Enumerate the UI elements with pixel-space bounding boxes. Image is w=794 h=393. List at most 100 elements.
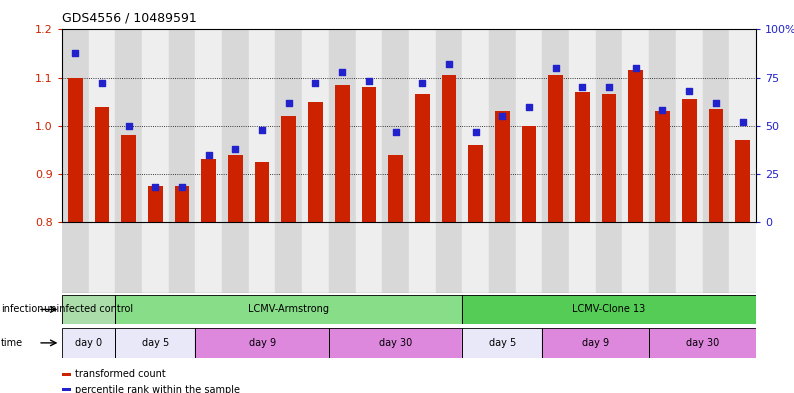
- Text: day 30: day 30: [686, 338, 719, 348]
- Point: [603, 84, 615, 90]
- Bar: [255, 162, 269, 222]
- Bar: [281, 116, 296, 222]
- Point: [710, 99, 723, 106]
- Bar: [489, 222, 515, 293]
- Bar: [649, 328, 756, 358]
- Bar: [115, 295, 462, 324]
- Bar: [329, 328, 462, 358]
- Bar: [682, 99, 696, 222]
- Bar: [329, 328, 462, 358]
- Bar: [569, 29, 596, 222]
- Bar: [575, 92, 590, 222]
- Bar: [468, 145, 483, 222]
- Bar: [676, 29, 703, 222]
- Bar: [649, 29, 676, 222]
- Bar: [596, 29, 622, 222]
- Bar: [62, 295, 115, 324]
- Bar: [708, 109, 723, 222]
- Bar: [62, 295, 115, 324]
- Point: [736, 119, 749, 125]
- Bar: [195, 29, 222, 222]
- Bar: [489, 29, 515, 222]
- Text: LCMV-Armstrong: LCMV-Armstrong: [249, 305, 330, 314]
- Bar: [441, 75, 457, 222]
- Point: [363, 78, 376, 84]
- Bar: [735, 140, 750, 222]
- Bar: [168, 29, 195, 222]
- Bar: [382, 29, 409, 222]
- Point: [229, 146, 241, 152]
- Bar: [115, 328, 195, 358]
- Text: uninfected control: uninfected control: [44, 305, 133, 314]
- Bar: [303, 29, 329, 222]
- Bar: [542, 328, 649, 358]
- Point: [122, 123, 135, 129]
- Bar: [388, 155, 403, 222]
- Bar: [62, 328, 115, 358]
- Point: [576, 84, 588, 90]
- Text: day 5: day 5: [488, 338, 516, 348]
- Bar: [462, 295, 756, 324]
- Bar: [356, 29, 382, 222]
- Text: day 5: day 5: [141, 338, 169, 348]
- Bar: [549, 75, 563, 222]
- Point: [416, 80, 429, 86]
- Bar: [436, 222, 462, 293]
- Point: [549, 65, 562, 71]
- Bar: [276, 222, 303, 293]
- Text: day 9: day 9: [249, 338, 276, 348]
- Bar: [329, 29, 356, 222]
- Bar: [655, 111, 670, 222]
- Bar: [409, 222, 436, 293]
- Bar: [142, 29, 168, 222]
- Point: [149, 184, 162, 191]
- Bar: [729, 222, 756, 293]
- Bar: [62, 328, 115, 358]
- Bar: [649, 328, 756, 358]
- Bar: [703, 222, 729, 293]
- Text: GDS4556 / 10489591: GDS4556 / 10489591: [62, 12, 197, 25]
- Text: percentile rank within the sample: percentile rank within the sample: [75, 385, 240, 393]
- Bar: [622, 222, 649, 293]
- Bar: [329, 222, 356, 293]
- Point: [336, 69, 349, 75]
- Bar: [68, 77, 83, 222]
- Bar: [115, 328, 195, 358]
- Text: infection: infection: [1, 305, 44, 314]
- Bar: [222, 29, 249, 222]
- Bar: [649, 222, 676, 293]
- Bar: [622, 29, 649, 222]
- Bar: [62, 222, 89, 293]
- Bar: [115, 295, 462, 324]
- Text: day 30: day 30: [379, 338, 412, 348]
- Bar: [168, 222, 195, 293]
- Bar: [356, 222, 382, 293]
- Bar: [195, 222, 222, 293]
- Point: [309, 80, 322, 86]
- Bar: [195, 328, 329, 358]
- Point: [683, 88, 696, 94]
- Bar: [115, 222, 142, 293]
- Bar: [602, 94, 616, 222]
- Point: [469, 129, 482, 135]
- Bar: [462, 328, 542, 358]
- Bar: [228, 155, 243, 222]
- Bar: [729, 29, 756, 222]
- Bar: [462, 328, 542, 358]
- Point: [202, 151, 215, 158]
- Bar: [415, 94, 430, 222]
- Bar: [542, 328, 649, 358]
- Point: [522, 103, 535, 110]
- Bar: [276, 29, 303, 222]
- Bar: [462, 295, 756, 324]
- Point: [630, 65, 642, 71]
- Point: [442, 61, 455, 67]
- Text: transformed count: transformed count: [75, 369, 165, 379]
- Bar: [148, 186, 163, 222]
- Text: day 9: day 9: [582, 338, 609, 348]
- Bar: [308, 102, 323, 222]
- Bar: [515, 222, 542, 293]
- Text: day 0: day 0: [75, 338, 102, 348]
- Bar: [89, 222, 115, 293]
- Bar: [175, 186, 190, 222]
